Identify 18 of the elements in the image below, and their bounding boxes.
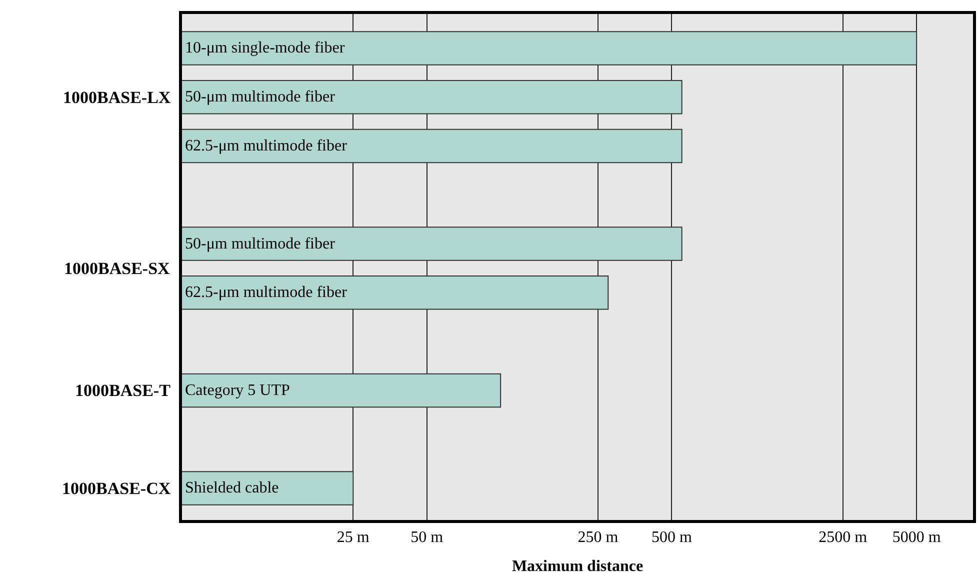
- x-tick-label: 50 m: [410, 529, 444, 546]
- x-tick-label: 500 m: [651, 529, 692, 546]
- y-tick-label: 50-μm multimode fiber: [185, 235, 336, 252]
- y-tick-label: 50-μm multimode fiber: [185, 88, 336, 106]
- text: 1000BASE-SX: [64, 259, 171, 278]
- y-tick-label: 62.5-μm multimode fiber: [185, 138, 348, 154]
- x-tick-label: 25 m: [336, 529, 370, 546]
- x-tick-label: 250 m: [578, 529, 619, 546]
- x-tick-label: 2500 m: [818, 529, 868, 546]
- text: 1000BASE-CX: [62, 479, 172, 498]
- y-tick-label: 10-μm single-mode fiber: [185, 40, 346, 57]
- y-tick-label: Category 5 UTP: [185, 382, 290, 399]
- text: 1000BASE-T: [75, 381, 172, 400]
- x-axis-title: Maximum distance: [512, 558, 644, 575]
- y-tick-label: Shielded cable: [185, 480, 279, 497]
- x-tick-label: 5000 m: [892, 529, 942, 546]
- y-tick-label: 62.5-μm multimode fiber: [185, 284, 348, 302]
- text: 1000BASE-LX: [63, 88, 172, 107]
